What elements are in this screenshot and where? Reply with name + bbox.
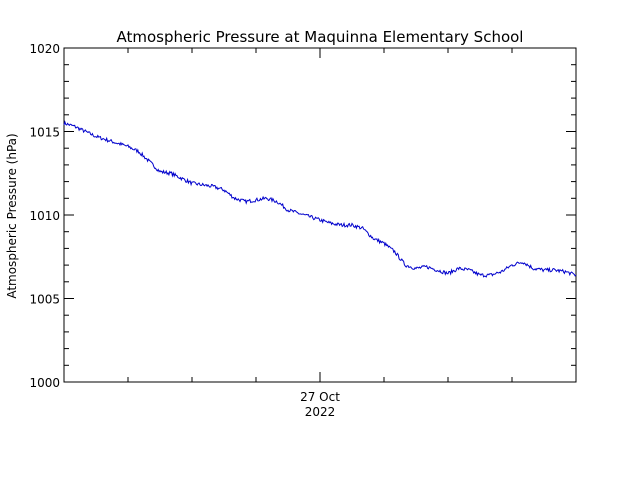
chart-title: Atmospheric Pressure at Maquinna Element… <box>117 28 524 46</box>
plot-frame <box>63 47 577 383</box>
x-tick-label-year: 2022 <box>305 405 336 419</box>
x-tick-label-date: 27 Oct <box>300 390 340 404</box>
y-tick-label: 1020 <box>29 42 60 56</box>
pressure-series-line <box>63 120 577 278</box>
y-tick-label: 1000 <box>29 376 60 390</box>
y-axis-label: Atmospheric Pressure (hPa) <box>5 133 19 298</box>
y-tick-label: 1010 <box>29 209 60 223</box>
y-axis-ticks: 1000 1005 1010 1015 1020 <box>29 42 576 390</box>
y-tick-label: 1005 <box>29 293 60 307</box>
y-tick-label: 1015 <box>29 126 60 140</box>
